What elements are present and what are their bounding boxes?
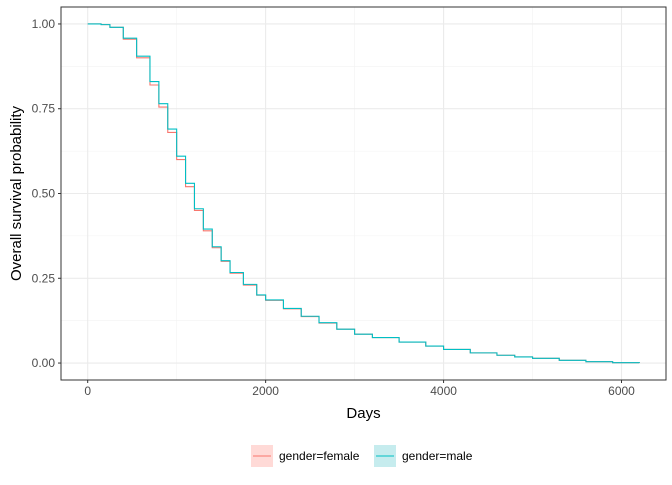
legend-item: gender=female: [251, 445, 360, 467]
series-lines: [87, 23, 640, 364]
y-axis: 0.00 0.25 0.50 0.75 1.00: [32, 17, 61, 370]
x-tick-label: 2000: [252, 384, 279, 398]
x-axis: 0 2000 4000 6000: [84, 380, 635, 398]
y-tick-label: 0.75: [32, 102, 56, 116]
legend: gender=female gender=male: [251, 445, 473, 467]
y-tick-label: 0.00: [32, 356, 56, 370]
x-tick-label: 0: [84, 384, 91, 398]
x-axis-title: Days: [346, 405, 380, 422]
legend-label: gender=male: [402, 449, 473, 463]
x-tick-label: 4000: [430, 384, 457, 398]
legend-item: gender=male: [374, 445, 473, 467]
y-axis-title: Overall survival probability: [8, 105, 25, 281]
x-tick-label: 6000: [608, 384, 635, 398]
y-tick-label: 0.25: [32, 271, 56, 285]
y-tick-label: 1.00: [32, 17, 56, 31]
survival-curve-gender-male: [87, 23, 640, 364]
y-tick-label: 0.50: [32, 187, 56, 201]
legend-label: gender=female: [279, 449, 360, 463]
grid-lines: [61, 7, 666, 380]
